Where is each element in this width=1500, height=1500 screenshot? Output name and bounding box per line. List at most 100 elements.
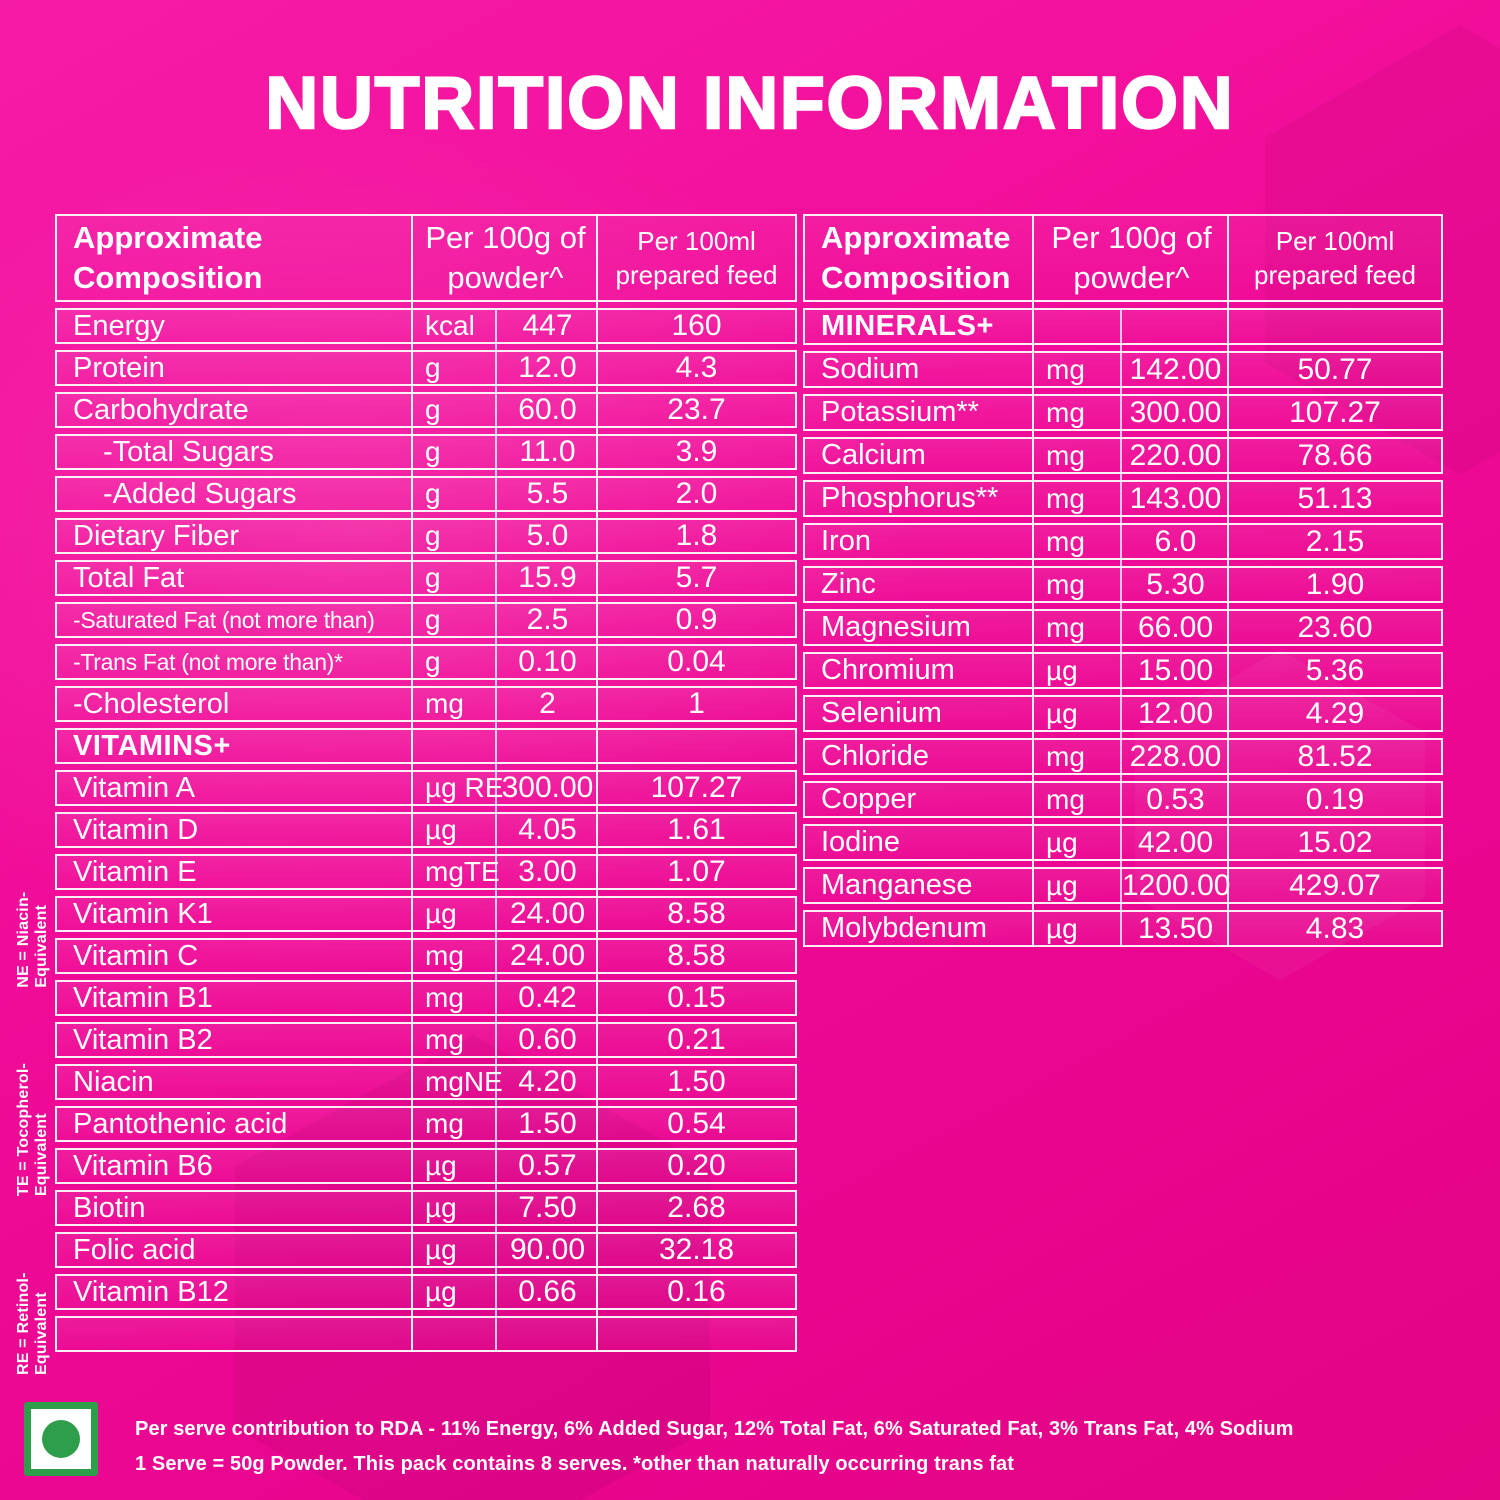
row-value-per-100g: 447: [522, 309, 573, 342]
row-unit: g: [425, 562, 441, 593]
row-unit: mg: [1046, 482, 1085, 514]
row-value-per-100ml: 4.3: [675, 351, 718, 384]
header-approximate-composition: Approximate Composition: [821, 220, 1011, 295]
table-row: Folic acid µg 90.00 32.18: [55, 1232, 797, 1268]
row-label: Sodium: [821, 353, 920, 385]
table-row: Iodine µg 42.00 15.02: [803, 824, 1443, 861]
row-value-per-100g: 220.00: [1129, 438, 1222, 472]
row-label: -Cholesterol: [73, 687, 230, 720]
row-unit: g: [425, 520, 441, 551]
row-value-per-100ml: 2.0: [675, 477, 718, 510]
row-unit: µg: [425, 898, 457, 929]
row-unit: mg: [1046, 611, 1085, 643]
row-value-per-100ml: 50.77: [1297, 352, 1373, 386]
row-value-per-100g: 11.0: [519, 435, 576, 468]
row-label: VITAMINS+: [73, 729, 231, 762]
row-label: Phosphorus**: [821, 482, 999, 514]
table-row: Calcium mg 220.00 78.66: [803, 437, 1443, 474]
row-value-per-100g: 1200.00: [1122, 868, 1231, 902]
row-unit: µg RE: [425, 772, 504, 803]
row-value-per-100g: 13.50: [1137, 911, 1214, 945]
row-unit: mg: [1046, 525, 1085, 557]
row-value-per-100ml: 0.20: [667, 1149, 726, 1182]
row-label: Molybdenum: [821, 912, 988, 944]
row-label: Vitamin B12: [73, 1275, 229, 1308]
table-row: -Added Sugars g 5.5 2.0: [55, 476, 797, 512]
row-label: Biotin: [73, 1191, 146, 1224]
row-value-per-100ml: 15.02: [1297, 825, 1373, 859]
row-unit: µg: [1046, 869, 1078, 901]
row-value-per-100ml: 81.52: [1297, 739, 1373, 773]
abbreviation-note: RE = Retinol-Equivalent TE = Tocopherol-…: [15, 815, 50, 1375]
row-unit: mg: [425, 940, 464, 971]
table-row: Vitamin K1 µg 24.00 8.58: [55, 896, 797, 932]
table-row: Chromium µg 15.00 5.36: [803, 652, 1443, 689]
row-unit: mg: [1046, 353, 1085, 385]
table-row: Phosphorus** mg 143.00 51.13: [803, 480, 1443, 517]
abbreviation-ne: NE = Niacin-Equivalent: [15, 891, 50, 988]
row-value-per-100g: 15.00: [1137, 653, 1214, 687]
column-divider: [596, 214, 598, 1352]
row-label: Vitamin B1: [73, 981, 213, 1014]
row-value-per-100g: 6.0: [1154, 524, 1197, 558]
row-unit: µg: [425, 1192, 457, 1223]
table-row: Copper mg 0.53 0.19: [803, 781, 1443, 818]
row-label: Zinc: [821, 568, 876, 600]
row-value-per-100g: 142.00: [1129, 352, 1222, 386]
table-row: Carbohydrate g 60.0 23.7: [55, 392, 797, 428]
row-label: Carbohydrate: [73, 393, 249, 426]
row-value-per-100g: 2.5: [526, 603, 569, 636]
table-header: Approximate Composition Per 100g of powd…: [803, 214, 1443, 302]
page-title: NUTRITION INFORMATION: [264, 62, 1235, 146]
row-value-per-100ml: 3.9: [675, 435, 718, 468]
row-value-per-100ml: 0.19: [1305, 782, 1365, 816]
table-row: Magnesium mg 66.00 23.60: [803, 609, 1443, 646]
row-label: Chloride: [821, 740, 929, 772]
row-label: Manganese: [821, 869, 973, 901]
row-value-per-100ml: 1.07: [667, 855, 726, 888]
table-row: Vitamin D µg 4.05 1.61: [55, 812, 797, 848]
row-value-per-100g: 5.0: [526, 519, 569, 552]
table-row: Biotin µg 7.50 2.68: [55, 1190, 797, 1226]
table-row: Vitamin B1 mg 0.42 0.15: [55, 980, 797, 1016]
row-label: -Saturated Fat (not more than): [73, 606, 375, 633]
header-per-100g-powder: Per 100g of powder^: [1051, 220, 1212, 295]
row-value-per-100ml: 51.13: [1297, 481, 1373, 515]
row-value-per-100ml: 5.36: [1305, 653, 1365, 687]
row-label: Iron: [821, 525, 871, 557]
row-label: -Trans Fat (not more than)*: [73, 648, 343, 675]
row-label: Vitamin D: [73, 813, 199, 846]
row-value-per-100g: 300.00: [501, 771, 594, 804]
row-value-per-100ml: 0.16: [667, 1275, 726, 1308]
row-value-per-100ml: 5.7: [675, 561, 718, 594]
table-row: Vitamin E mgTE 3.00 1.07: [55, 854, 797, 890]
row-value-per-100ml: 1.8: [675, 519, 718, 552]
row-unit: mg: [1046, 783, 1085, 815]
row-label: Copper: [821, 783, 917, 815]
row-value-per-100ml: 2.15: [1305, 524, 1365, 558]
row-value-per-100g: 3.00: [518, 855, 577, 888]
row-value-per-100ml: 0.9: [675, 603, 718, 636]
row-label: -Total Sugars: [103, 435, 274, 468]
table-row: Vitamin A µg RE 300.00 107.27: [55, 770, 797, 806]
row-value-per-100ml: 1.50: [667, 1065, 726, 1098]
row-value-per-100ml: 2.68: [667, 1191, 726, 1224]
row-unit: mg: [425, 688, 464, 719]
footnote: Per serve contribution to RDA - 11% Ener…: [135, 1412, 1465, 1482]
row-value-per-100g: 4.20: [518, 1065, 577, 1098]
row-label: Niacin: [73, 1065, 154, 1098]
table-row: Vitamin B6 µg 0.57 0.20: [55, 1148, 797, 1184]
row-label: Calcium: [821, 439, 926, 471]
row-value-per-100g: 24.00: [509, 897, 586, 930]
row-value-per-100ml: 4.83: [1305, 911, 1365, 945]
row-value-per-100g: 0.60: [518, 1023, 577, 1056]
table-body: MINERALS+ Sodium mg 142.00 50.77 Potassi…: [803, 308, 1443, 947]
row-value-per-100g: 4.05: [518, 813, 577, 846]
table-row: -Total Sugars g 11.0 3.9: [55, 434, 797, 470]
green-dot-icon: [42, 1420, 80, 1458]
row-value-per-100ml: 78.66: [1297, 438, 1373, 472]
table-row: Selenium µg 12.00 4.29: [803, 695, 1443, 732]
row-value-per-100ml: 4.29: [1305, 696, 1365, 730]
row-value-per-100g: 0.66: [518, 1275, 577, 1308]
